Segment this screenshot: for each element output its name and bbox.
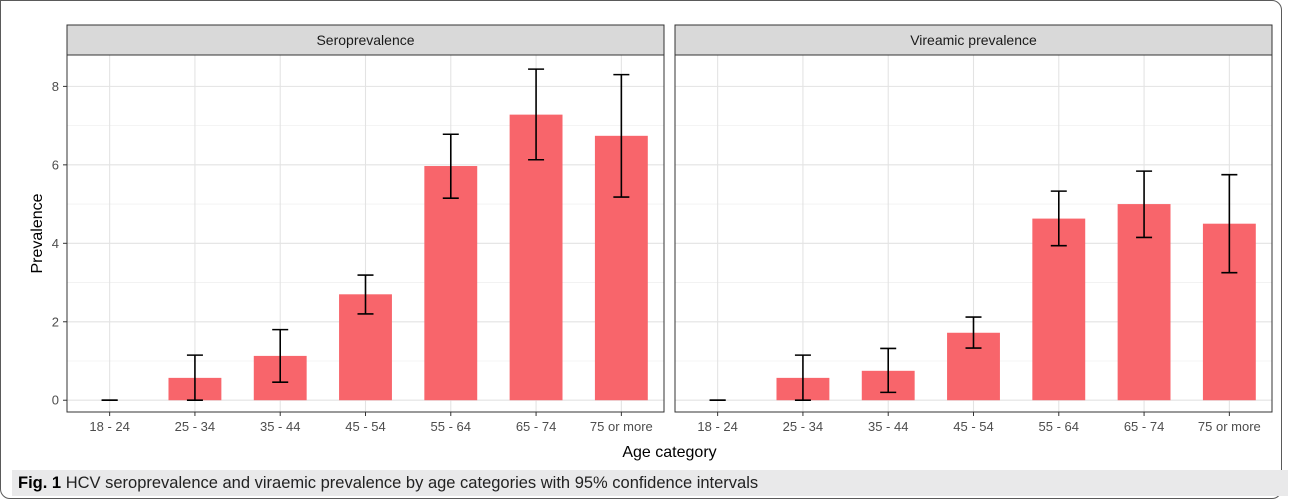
figure-label: Fig. 1 bbox=[18, 474, 62, 492]
figure-caption: Fig. 1 HCV seroprevalence and viraemic p… bbox=[12, 470, 1288, 496]
panel-1-x-tick-label: 45 - 54 bbox=[345, 419, 385, 434]
panel-2-x-tick-label: 25 - 34 bbox=[783, 419, 823, 434]
y-tick-label: 4 bbox=[52, 236, 59, 251]
panel-1-strip-label: Seroprevalence bbox=[316, 32, 414, 48]
panel-1-x-tick-label: 65 - 74 bbox=[516, 419, 556, 434]
panel-1-bar bbox=[509, 114, 563, 401]
panel-2-x-tick-label: 75 or more bbox=[1198, 419, 1261, 434]
y-tick-label: 0 bbox=[52, 393, 59, 408]
panel-2-x-tick-label: 65 - 74 bbox=[1124, 419, 1164, 434]
x-axis-title: Age category bbox=[622, 444, 716, 461]
caption-text: HCV seroprevalence and viraemic prevalen… bbox=[65, 474, 759, 492]
panel-1-x-tick-label: 25 - 34 bbox=[175, 419, 215, 434]
panel-2-strip bbox=[674, 24, 1273, 56]
panel-1-x-tick-label: 55 - 64 bbox=[431, 419, 471, 434]
panel-2-x-tick-label: 55 - 64 bbox=[1039, 419, 1079, 434]
panel-1-bar bbox=[424, 166, 478, 401]
panel-2-x-tick-label: 18 - 24 bbox=[697, 419, 737, 434]
y-tick-label: 8 bbox=[52, 79, 59, 94]
y-axis-title: Prevalence bbox=[29, 193, 46, 273]
panel-1-strip bbox=[66, 24, 665, 56]
panel-2-bar bbox=[1032, 218, 1086, 401]
y-tick-label: 6 bbox=[52, 157, 59, 172]
panel-2-x-tick-label: 45 - 54 bbox=[953, 419, 993, 434]
panel-1-x-tick-label: 18 - 24 bbox=[89, 419, 129, 434]
panel-2-strip-label: Vireamic prevalence bbox=[910, 32, 1037, 48]
panel-1-x-tick-label: 35 - 44 bbox=[260, 419, 300, 434]
panel-2-x-tick-label: 35 - 44 bbox=[868, 419, 908, 434]
y-tick-label: 2 bbox=[52, 314, 59, 329]
faceted-bar-chart: Seroprevalence 18 - 24 25 - 34 35 - 44 45 - … bbox=[29, 24, 1273, 461]
panel-1-x-tick-label: 75 or more bbox=[590, 419, 653, 434]
